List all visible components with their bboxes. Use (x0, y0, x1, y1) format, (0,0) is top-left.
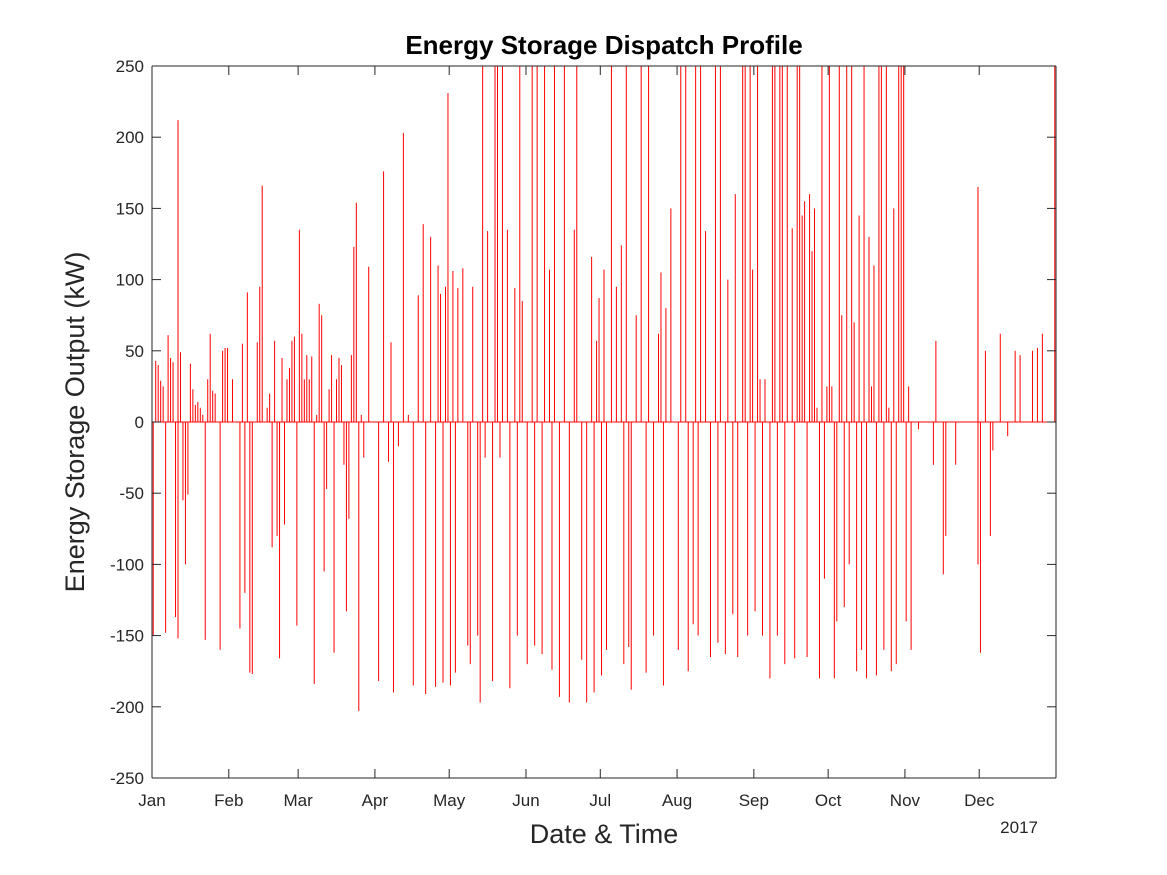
y-axis-label: Energy Storage Output (kW) (60, 252, 90, 593)
y-tick-label: 250 (116, 57, 144, 76)
y-tick-label: -250 (110, 769, 144, 788)
chart-title: Energy Storage Dispatch Profile (405, 30, 802, 60)
x-tick-label: Aug (662, 791, 692, 810)
tick-layer: 250 200 150 100 50 0 -50 -100 -150 -200 -250 Jan Feb… (110, 57, 1056, 810)
x-tick-label: Feb (214, 791, 243, 810)
series-layer (152, 66, 1056, 712)
x-axis-label: Date & Time (530, 819, 679, 849)
year-label: 2017 (1000, 818, 1038, 837)
x-tick-label: Sep (739, 791, 769, 810)
x-tick-label: Mar (283, 791, 313, 810)
x-tick-label: Jun (512, 791, 539, 810)
y-tick-label: -150 (110, 627, 144, 646)
y-tick-label: -100 (110, 555, 144, 574)
y-tick-label: 200 (116, 128, 144, 147)
y-tick-label: -200 (110, 698, 144, 717)
y-tick-label: 150 (116, 199, 144, 218)
y-tick-label: 100 (116, 271, 144, 290)
x-tick-label: Apr (362, 791, 389, 810)
y-tick-label: -50 (119, 484, 144, 503)
x-tick-label: Oct (815, 791, 842, 810)
x-tick-label: Jul (589, 791, 611, 810)
x-tick-label: Nov (890, 791, 921, 810)
y-tick-label: 0 (135, 413, 144, 432)
y-tick-label: 50 (125, 342, 144, 361)
x-tick-label: Dec (964, 791, 995, 810)
x-tick-label: Jan (138, 791, 165, 810)
x-tick-label: May (433, 791, 466, 810)
